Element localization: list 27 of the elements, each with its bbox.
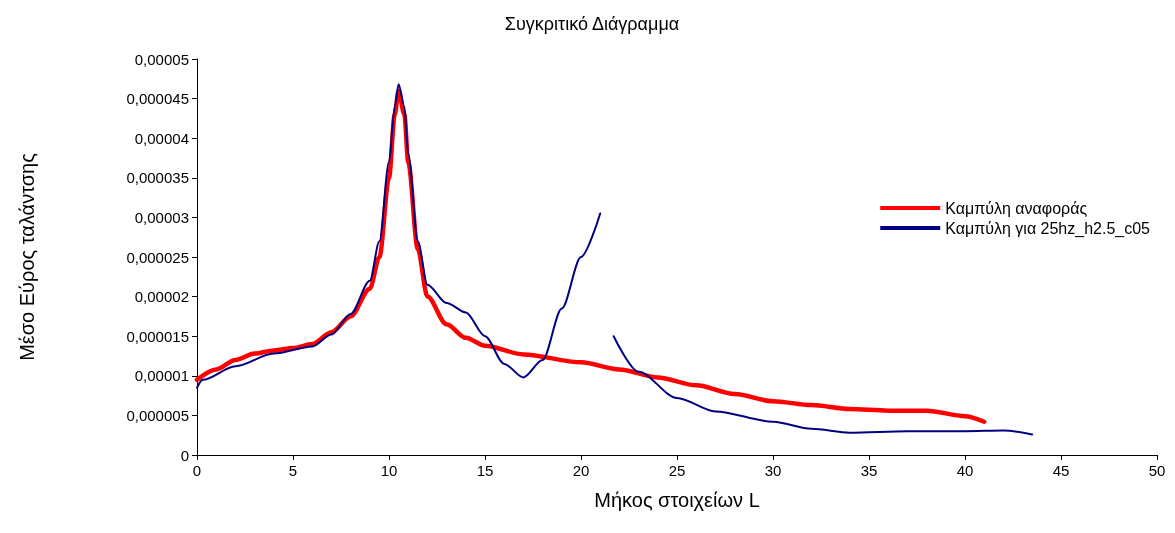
x-tick-label: 40	[956, 462, 974, 479]
y-tick-label: 0,000015	[126, 327, 189, 345]
x-tick-label: 45	[1052, 462, 1070, 479]
y-tick-label: 0,00001	[134, 367, 189, 385]
y-tick-label: 0,000025	[126, 248, 189, 266]
x-tick-label: 20	[572, 462, 590, 479]
x-tick-label: 10	[380, 462, 398, 479]
x-tick-label: 5	[288, 462, 298, 479]
x-tick-label: 30	[764, 462, 782, 479]
y-tick-label: 0	[180, 446, 189, 464]
x-tick-label: 25	[668, 462, 686, 479]
x-tick-label: 35	[860, 462, 878, 479]
x-tick-label: 15	[476, 462, 494, 479]
y-tick-label: 0,00003	[134, 208, 189, 226]
y-tick-label: 0,00004	[134, 129, 189, 147]
x-tick-label: 50	[1148, 462, 1166, 479]
y-tick-label: 0,00005	[134, 50, 189, 68]
y-tick-label: 0,00002	[134, 288, 189, 306]
x-axis-title: Μήκος στοιχείων L	[594, 489, 760, 511]
y-tick-label: 0,000005	[126, 406, 189, 424]
legend-label: Καμπύλη αναφοράς	[945, 199, 1088, 217]
y-tick-label: 0,000035	[126, 169, 189, 187]
y-tick-label: 0,000045	[126, 90, 189, 108]
y-axis-title: Μέσο Εύρος ταλάντσης	[16, 152, 38, 361]
legend-label: Καμπύλη για 25hz_h2.5_c05	[945, 219, 1151, 238]
x-tick-label: 0	[192, 462, 202, 479]
chart-title: Συγκριτικό Διάγραμμα	[504, 14, 680, 34]
